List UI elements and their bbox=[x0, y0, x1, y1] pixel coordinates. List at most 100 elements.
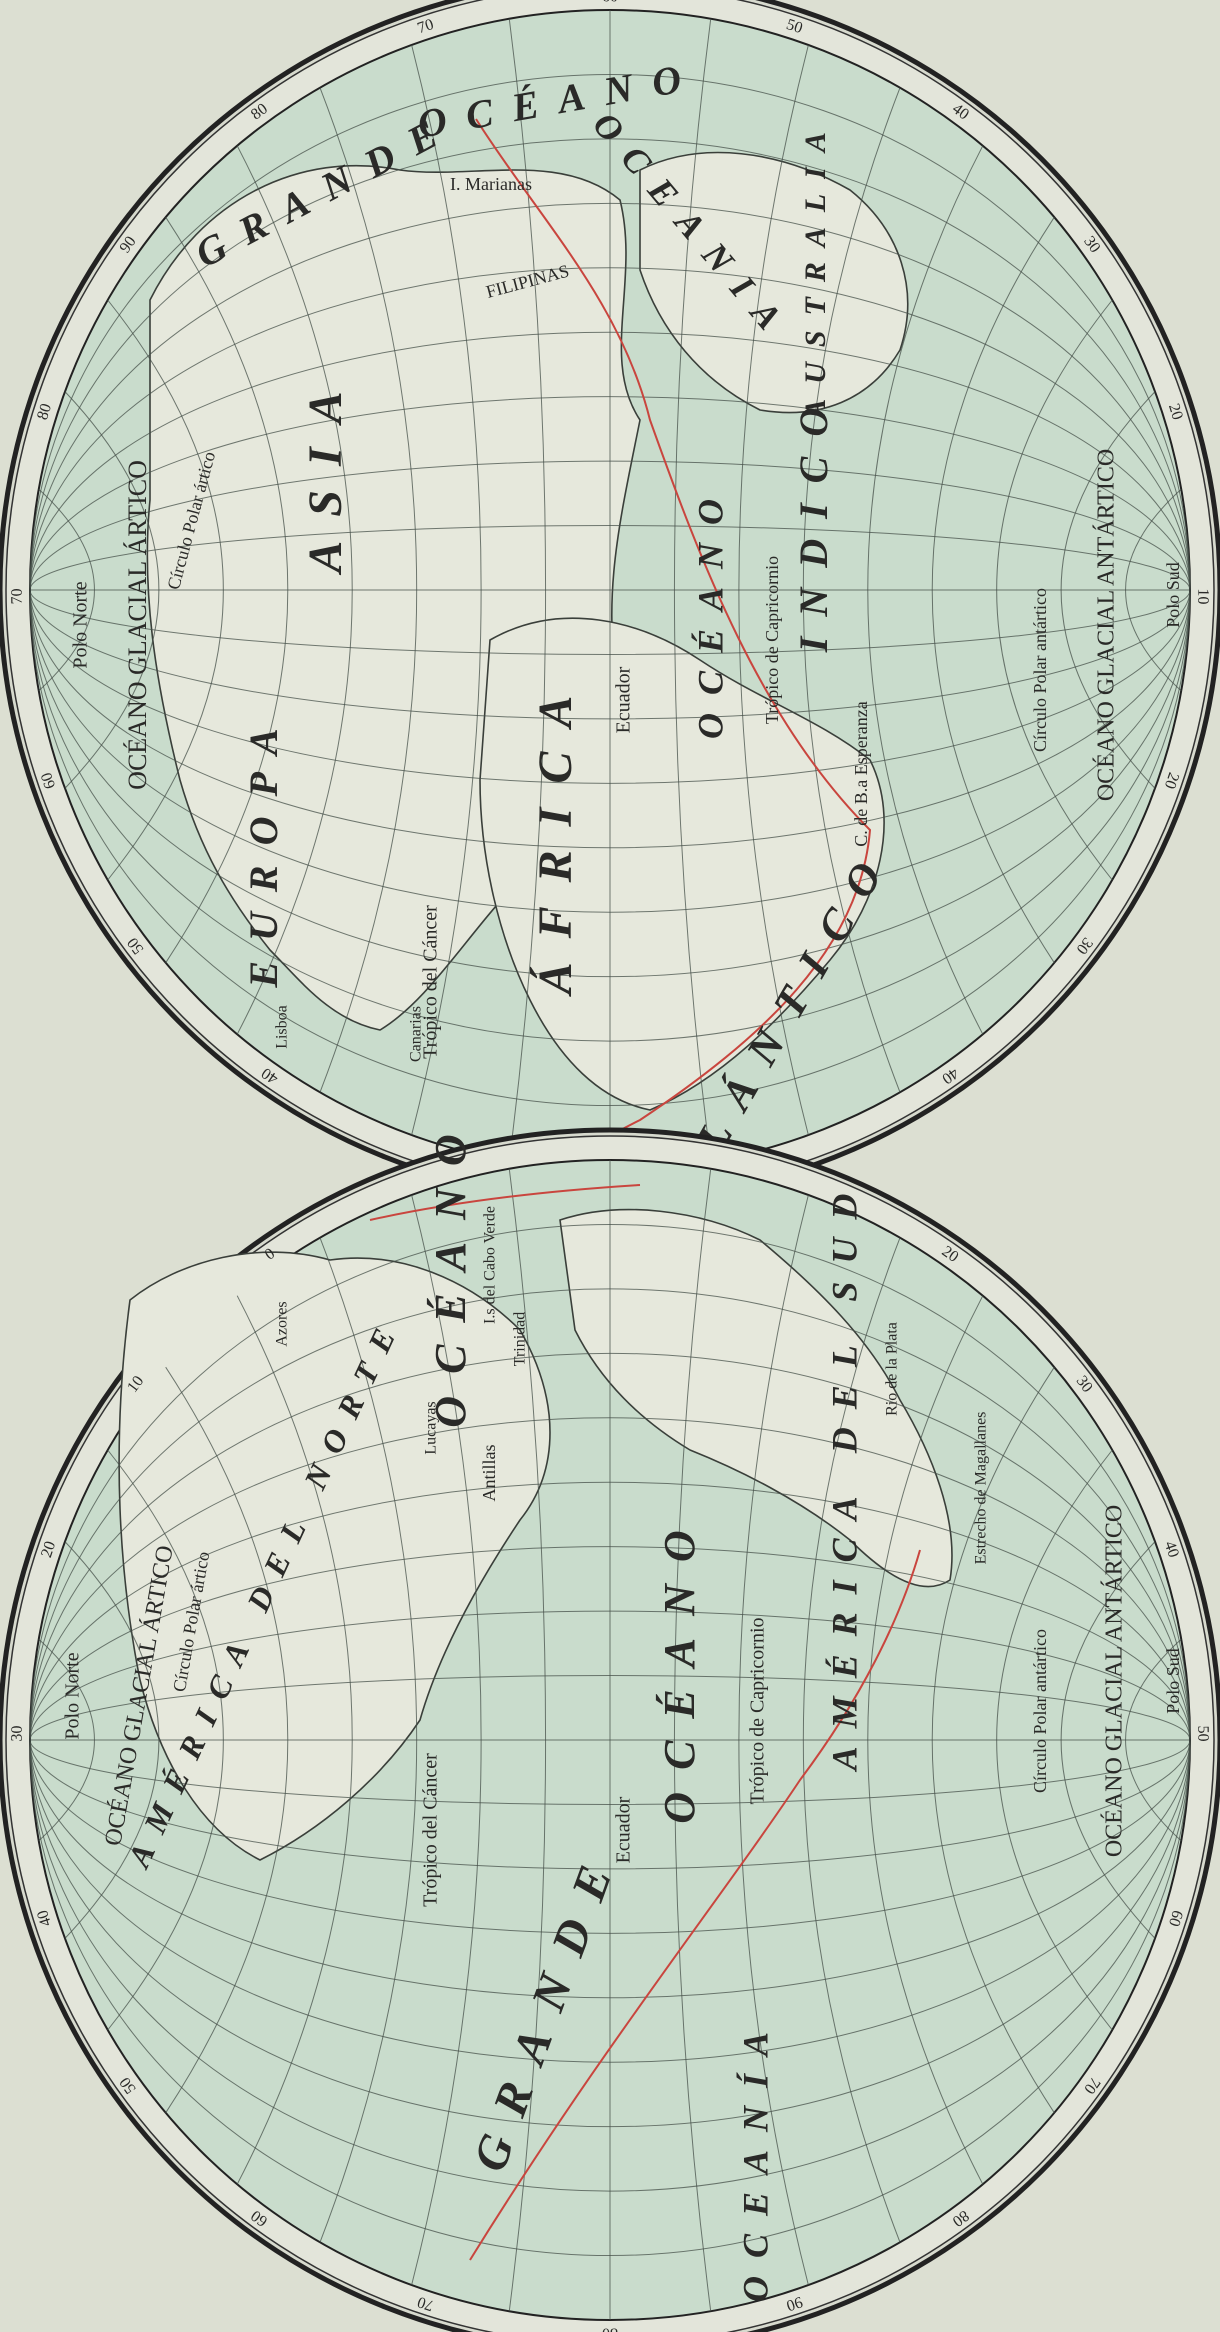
rim-number: 40 bbox=[939, 1064, 962, 1087]
map-label: Trópico de Capricornio bbox=[762, 556, 782, 724]
map-label: I. Marianas bbox=[450, 174, 532, 194]
map-label: Ecuador bbox=[613, 1796, 635, 1863]
parallel bbox=[867, 1295, 984, 2185]
parallel bbox=[931, 216, 1055, 964]
route bbox=[369, 1184, 921, 2261]
map-label: Polo Norte bbox=[70, 581, 92, 668]
map-label: OCÉANO GLACIAL ÁRTICO bbox=[123, 460, 152, 790]
parallel bbox=[1060, 1541, 1156, 1939]
rim-number: 20 bbox=[1161, 770, 1182, 791]
map-label: Trópico de Capricornio bbox=[747, 1617, 769, 1804]
parallel bbox=[411, 44, 482, 1136]
map-label: AMÉRICA DEL SUD bbox=[824, 1176, 864, 1773]
rim-number: 80 bbox=[602, 2324, 618, 2332]
map-label: Canarias bbox=[408, 1006, 425, 1062]
parallel bbox=[802, 87, 901, 1093]
parallel bbox=[508, 18, 547, 1162]
map-label: Círculo Polar antártico bbox=[1030, 1629, 1050, 1793]
parallel bbox=[1125, 488, 1182, 692]
hemisphere: 203040506070809080706050403020100Polo No… bbox=[0, 1112, 1220, 2332]
parallel bbox=[165, 216, 289, 964]
map-label: OCEANÍA bbox=[735, 2014, 775, 2302]
map-label: Polo Sud bbox=[1163, 1648, 1183, 1714]
map-label: Trópico del Cáncer bbox=[420, 905, 442, 1059]
rim-number: 70 bbox=[415, 16, 435, 37]
parallel bbox=[107, 1449, 224, 2031]
map-label: INDICO bbox=[791, 388, 836, 653]
parallel bbox=[64, 1541, 160, 1939]
rim-number: 80 bbox=[34, 402, 55, 422]
map-label: I.s del Cabo Verde bbox=[482, 1206, 499, 1324]
map-label: Trinidad bbox=[512, 1312, 529, 1367]
map-label: OCÉANO GLACIAL ANTÁRTICO bbox=[1102, 1505, 1128, 1857]
parallel bbox=[738, 44, 809, 1136]
map-label: EUROPA bbox=[241, 708, 286, 988]
rim-number: 40 bbox=[1161, 1539, 1182, 1560]
parallel bbox=[107, 299, 224, 881]
rim-number: 60 bbox=[38, 770, 59, 791]
rim-number: 60 bbox=[1165, 1908, 1186, 1928]
parallel bbox=[38, 1638, 95, 1842]
rim-number: 70 bbox=[9, 588, 26, 604]
parallel bbox=[508, 1168, 547, 2312]
parallel bbox=[236, 145, 353, 1035]
map-label: Ecuador bbox=[613, 666, 635, 733]
parallel bbox=[738, 1194, 809, 2286]
parallel bbox=[802, 1237, 901, 2243]
map-label: Lucayas bbox=[423, 1401, 440, 1454]
parallel bbox=[38, 488, 95, 692]
rim-number: 70 bbox=[415, 2293, 435, 2314]
rim-number: 20 bbox=[939, 1243, 962, 1266]
rim-number: 20 bbox=[38, 1539, 59, 1560]
parallel bbox=[996, 299, 1113, 881]
map-label: OCÉANO bbox=[690, 481, 730, 739]
parallel bbox=[673, 1168, 712, 2312]
rim-number: 20 bbox=[1165, 402, 1186, 422]
map-label: ÁFRICA bbox=[529, 672, 582, 998]
map-label: Azores bbox=[274, 1301, 291, 1346]
map-label: Polo Norte bbox=[62, 1652, 84, 1739]
map-label: Círculo Polar antártico bbox=[1030, 588, 1050, 752]
map-label: OCÉANO bbox=[655, 1508, 704, 1823]
parallel bbox=[996, 1449, 1113, 2031]
parallel bbox=[1125, 1638, 1182, 1842]
map-label: Trópico del Cáncer bbox=[420, 1753, 442, 1907]
hemisphere: 4050607080908070605040302010203040GRANDE… bbox=[0, 0, 1220, 1247]
rim-number: 10 bbox=[1194, 588, 1211, 604]
parallel bbox=[236, 1295, 353, 2185]
parallel bbox=[319, 1237, 418, 2243]
rim-number: 40 bbox=[259, 1064, 282, 1087]
parallel bbox=[64, 391, 160, 789]
rim-number: 30 bbox=[9, 1725, 26, 1741]
map-label: OCÉANO bbox=[426, 1112, 475, 1427]
rim-number: 90 bbox=[784, 2293, 804, 2314]
map-label: C. de B.a Esperanza bbox=[851, 701, 871, 846]
map-label: OCÉANO GLACIAL ANTÁRTICO bbox=[1094, 449, 1120, 801]
land bbox=[559, 1208, 953, 1588]
map-label: Lisboa bbox=[274, 1005, 291, 1049]
map-label: Antillas bbox=[479, 1445, 499, 1502]
parallel bbox=[1060, 391, 1156, 789]
rim-number: 40 bbox=[34, 1908, 55, 1928]
rim-number: 60 bbox=[602, 0, 618, 6]
rim-number: 50 bbox=[784, 16, 804, 37]
map-label: ASIA bbox=[299, 367, 352, 575]
parallel bbox=[867, 145, 984, 1035]
land bbox=[479, 617, 885, 1111]
land bbox=[639, 151, 909, 414]
parallel bbox=[931, 1366, 1055, 2114]
rim-number: 50 bbox=[1194, 1725, 1211, 1741]
route bbox=[475, 118, 872, 1201]
parallel bbox=[165, 1366, 289, 2114]
map-label: Estrecho de Magallanes bbox=[973, 1412, 990, 1565]
parallel bbox=[319, 87, 418, 1093]
map-label: AUSTRALIA bbox=[799, 117, 832, 421]
parallel bbox=[673, 18, 712, 1162]
map-label: Polo Sud bbox=[1163, 562, 1183, 628]
land bbox=[118, 1251, 551, 1861]
map-label: Rio de la Plata bbox=[884, 1322, 901, 1416]
parallel bbox=[411, 1194, 482, 2286]
